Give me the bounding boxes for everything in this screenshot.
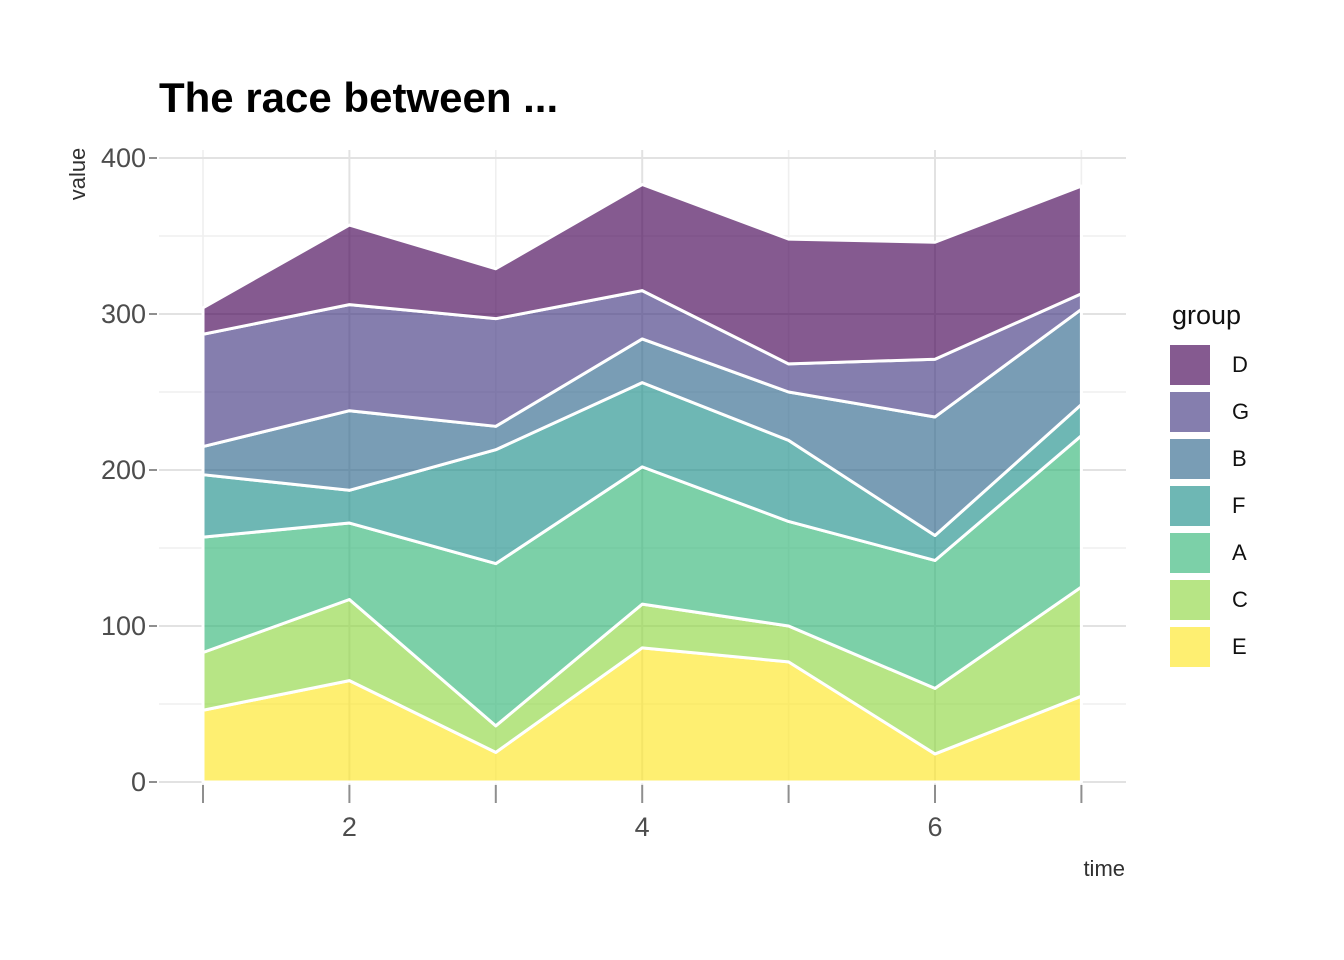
legend-key-D — [1170, 345, 1210, 385]
x-tick-label-2: 2 — [341, 812, 357, 842]
x-tick-label-4: 4 — [634, 812, 650, 842]
x-tick-label-6: 6 — [927, 812, 943, 842]
y-tick-label-400: 400 — [100, 143, 146, 173]
legend-label-E: E — [1232, 634, 1247, 659]
legend-key-G — [1170, 392, 1210, 432]
legend-entry-A: A — [1170, 533, 1249, 573]
y-tick-label-100: 100 — [100, 611, 146, 641]
area-band-D — [201, 183, 1083, 366]
legend-entry-G: G — [1170, 392, 1249, 432]
legend-label-C: C — [1232, 587, 1248, 612]
legend-label-B: B — [1232, 446, 1247, 471]
legend-key-B — [1170, 439, 1210, 479]
legend-entry-D: D — [1170, 345, 1249, 385]
legend-label-D: D — [1232, 352, 1248, 377]
chart-title: The race between ... — [159, 74, 559, 121]
legend-label-A: A — [1232, 540, 1247, 565]
y-tick-label-300: 300 — [100, 299, 146, 329]
legend-key-A — [1170, 533, 1210, 573]
legend-entry-C: C — [1170, 580, 1249, 620]
legend-key-E — [1170, 627, 1210, 667]
legend-label-F: F — [1232, 493, 1246, 518]
legend-title: group — [1172, 300, 1242, 330]
legend-key-C — [1170, 580, 1210, 620]
y-tick-label-0: 0 — [130, 767, 146, 797]
legend-entry-F: F — [1170, 486, 1249, 526]
x-axis-title: time — [1083, 856, 1125, 881]
legend-label-G: G — [1232, 399, 1250, 424]
legend-entry-E: E — [1170, 627, 1249, 667]
legend-key-F — [1170, 486, 1210, 526]
legend-entry-B: B — [1170, 439, 1249, 479]
y-tick-label-200: 200 — [100, 455, 146, 485]
